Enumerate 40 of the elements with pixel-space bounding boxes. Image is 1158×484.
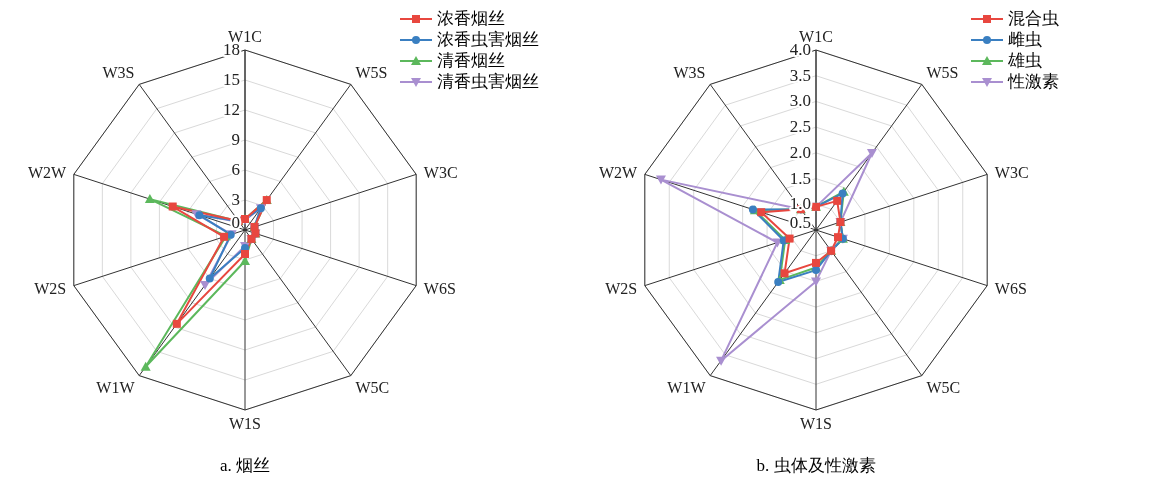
legend-label: 雌虫 (1008, 29, 1042, 50)
y-tick-label: 12 (223, 100, 240, 119)
y-tick-label: 3.5 (789, 65, 811, 85)
spoke-label: W5C (355, 379, 390, 397)
legend-label: 浓香烟丝 (437, 8, 505, 29)
spoke-label: W3S (102, 63, 135, 81)
y-tick-label: 9 (231, 130, 240, 149)
spoke-label: W3S (673, 63, 706, 81)
spoke-label: W5S (355, 63, 388, 81)
legend-label: 清香烟丝 (437, 50, 505, 71)
spoke-label: W1S (800, 415, 832, 433)
y-tick-label: 6 (231, 160, 240, 179)
spoke-label: W1C (799, 28, 833, 45)
spoke-label: W3C (994, 163, 1029, 181)
y-tick-label: 3 (231, 190, 240, 209)
y-tick-label: 15 (223, 70, 240, 89)
spoke-label: W6S (423, 279, 456, 297)
spoke-label: W5S (926, 63, 959, 81)
spoke-label: W2S (34, 279, 67, 297)
y-tick-label: 2.5 (789, 117, 811, 137)
legend-label: 清香虫害烟丝 (437, 71, 539, 92)
legend-label: 混合虫 (1008, 8, 1059, 29)
text: a. 烟丝 (218, 455, 271, 477)
y-tick-label: 2.0 (789, 142, 811, 162)
spoke-label: W2S (605, 279, 638, 297)
y-tick-label: 1.5 (789, 168, 811, 188)
spoke-label: W2W (28, 163, 68, 181)
legend-label: 性激素 (1008, 71, 1059, 92)
spoke-label: W3C (423, 163, 458, 181)
spoke-label: W1W (667, 379, 707, 397)
spoke-label: W1S (229, 415, 261, 433)
spoke-label: W5C (926, 379, 961, 397)
spoke-label: W6S (994, 279, 1027, 297)
legend-label: 浓香虫害烟丝 (437, 29, 539, 50)
legend-label: 雄虫 (1008, 50, 1042, 71)
spoke-label: W2W (599, 163, 639, 181)
spoke-label: W1W (96, 379, 136, 397)
y-tick-label: 3.0 (789, 91, 811, 111)
spoke-label: W1C (228, 28, 262, 45)
text: b. 虫体及性激素 (755, 455, 877, 477)
